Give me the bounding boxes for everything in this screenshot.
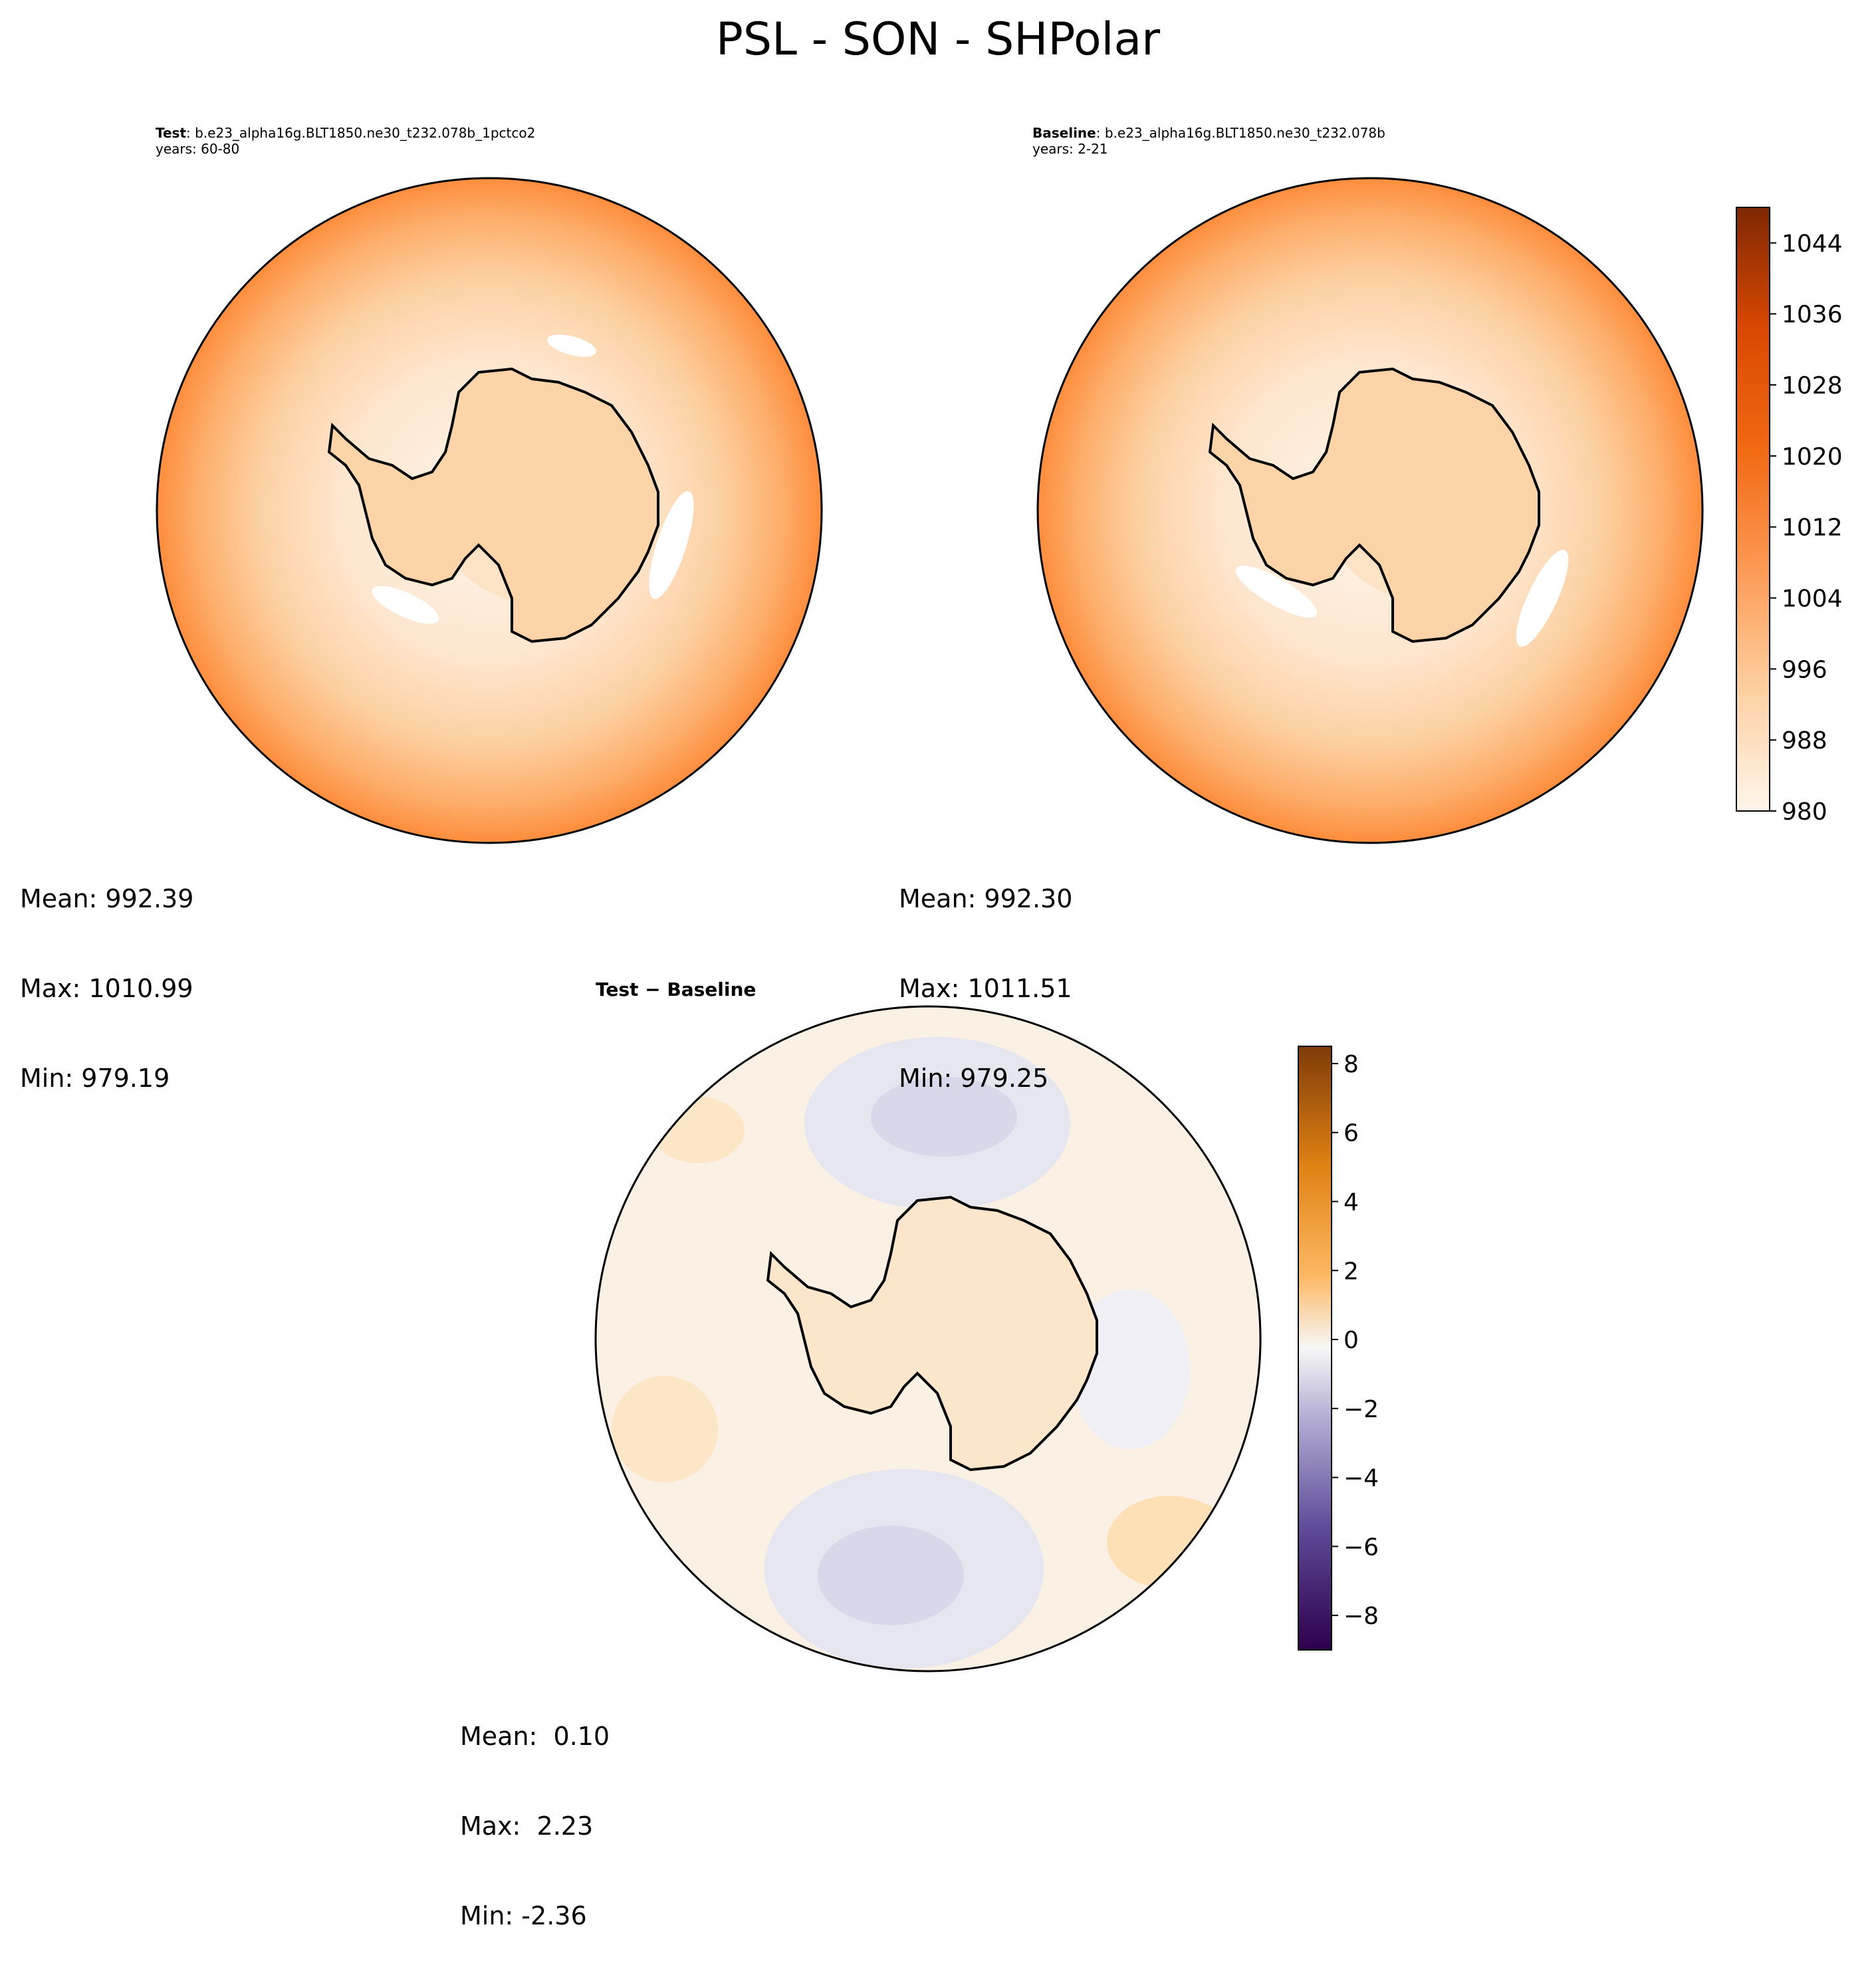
- diff-panel-title: Test − Baseline: [596, 979, 757, 1000]
- test-min: Min: 979.19: [20, 1064, 170, 1093]
- abs-colorbar-ramp: [1736, 207, 1770, 812]
- diff-colorbar-tick-label: 6: [1344, 1120, 1359, 1147]
- diff-colorbar-ramp: [1298, 1046, 1332, 1651]
- diff-colorbar-tick-label: −4: [1344, 1465, 1379, 1492]
- abs-colorbar-tick-label: 1036: [1782, 301, 1843, 328]
- baseline-map-border: [1036, 177, 1704, 844]
- diff-mean: Mean: 0.10: [460, 1722, 610, 1751]
- test-max: Max: 1010.99: [20, 974, 193, 1003]
- diff-colorbar: 8 6 4 2 0 −2 −4 −6 −8: [1298, 1046, 1379, 1651]
- diff-colorbar-tick-label: −2: [1344, 1396, 1379, 1423]
- baseline-stats: Mean: 992.30 Max: 1011.51 Min: 979.25: [899, 824, 1072, 1123]
- baseline-min: Min: 979.25: [899, 1064, 1049, 1093]
- test-years: years: 60-80: [156, 141, 240, 157]
- baseline-panel-header: Baseline: b.e23_alpha16g.BLT1850.ne30_t2…: [1032, 125, 1385, 157]
- diff-colorbar-tick-label: 8: [1344, 1051, 1359, 1078]
- diff-min: Min: -2.36: [460, 1901, 587, 1930]
- test-map-border: [156, 177, 823, 844]
- abs-colorbar-tick-label: 996: [1782, 656, 1827, 683]
- diff-stats: Mean: 0.10 Max: 2.23 Min: -2.36: [460, 1662, 610, 1961]
- abs-colorbar: 980 988 996 1004 1012 1020 1028 1036 1044: [1736, 207, 1843, 826]
- abs-colorbar-tick-label: 1020: [1782, 443, 1843, 471]
- main-title: PSL - SON - SHPolar: [715, 13, 1161, 66]
- diff-colorbar-tick-label: 4: [1344, 1189, 1359, 1216]
- diff-max: Max: 2.23: [460, 1811, 594, 1841]
- figure-canvas: 980 988 996 1004 1012 1020 1028 1036 1044 8 6 4 2 0 −…: [156, 177, 1843, 1673]
- abs-colorbar-tick-label: 980: [1782, 798, 1827, 826]
- diff-antarctica-coastline: [766, 1195, 1098, 1472]
- diff-colorbar-tick-label: 2: [1344, 1258, 1359, 1285]
- test-mean: Mean: 992.39: [20, 884, 194, 913]
- diff-map: [594, 1005, 1262, 1673]
- baseline-map: [1036, 177, 1704, 844]
- baseline-max: Max: 1011.51: [899, 974, 1072, 1003]
- baseline-case-name: : b.e23_alpha16g.BLT1850.ne30_t232.078b: [1096, 125, 1385, 141]
- test-stats: Mean: 992.39 Max: 1010.99 Min: 979.19: [20, 824, 193, 1123]
- baseline-years: years: 2-21: [1032, 141, 1108, 157]
- diff-colorbar-tick-label: 0: [1344, 1327, 1359, 1354]
- baseline-label: Baseline: [1032, 125, 1096, 141]
- abs-colorbar-tick-label: 1004: [1782, 586, 1843, 613]
- abs-colorbar-tick-label: 1044: [1782, 230, 1843, 257]
- abs-colorbar-ticks: 980 988 996 1004 1012 1020 1028 1036 1044: [1770, 230, 1843, 826]
- baseline-antarctica-coastline: [1208, 367, 1540, 643]
- test-label: Test: [156, 125, 187, 141]
- test-case-name: : b.e23_alpha16g.BLT1850.ne30_t232.078b_…: [186, 125, 536, 141]
- diff-map-border: [594, 1005, 1262, 1673]
- abs-colorbar-tick-label: 1028: [1782, 372, 1843, 400]
- test-map: [156, 177, 823, 844]
- diff-colorbar-ticks: 8 6 4 2 0 −2 −4 −6 −8: [1332, 1051, 1379, 1630]
- baseline-mean: Mean: 992.30: [899, 884, 1073, 913]
- abs-colorbar-tick-label: 988: [1782, 727, 1827, 754]
- abs-colorbar-tick-label: 1012: [1782, 515, 1843, 542]
- diff-colorbar-tick-label: −8: [1344, 1603, 1379, 1630]
- test-panel-header: Test: b.e23_alpha16g.BLT1850.ne30_t232.0…: [156, 125, 535, 157]
- test-antarctica-coastline: [327, 367, 659, 643]
- diff-colorbar-tick-label: −6: [1344, 1534, 1379, 1561]
